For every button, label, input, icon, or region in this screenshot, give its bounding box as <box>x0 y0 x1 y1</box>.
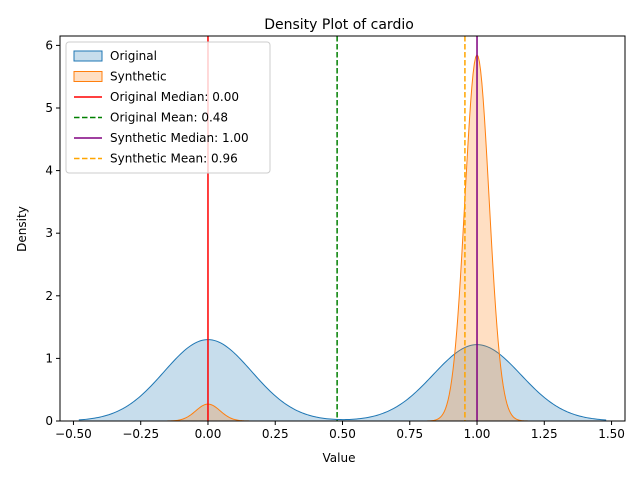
y-tick-label: 2 <box>45 289 53 303</box>
x-axis-label: Value <box>323 451 356 465</box>
x-tick-label: 1.00 <box>464 427 491 441</box>
legend-label: Original Mean: 0.48 <box>110 111 228 125</box>
legend-label: Synthetic Mean: 0.96 <box>110 152 238 166</box>
legend-swatch <box>73 71 103 82</box>
y-tick-label: 0 <box>45 414 53 428</box>
y-tick-label: 5 <box>45 101 53 115</box>
y-tick-label: 3 <box>45 226 53 240</box>
density-area-synthetic <box>154 54 531 421</box>
x-tick-label: 0.75 <box>396 427 423 441</box>
x-tick-label: 0.00 <box>195 427 222 441</box>
y-tick-label: 6 <box>45 38 53 52</box>
y-axis: 0 1 2 3 4 5 6 <box>45 38 60 428</box>
chart-title: Density Plot of cardio <box>264 17 414 33</box>
legend-swatch <box>73 50 103 62</box>
legend-label: Synthetic <box>110 70 167 84</box>
plot-area <box>78 36 607 422</box>
x-tick-label: −0.25 <box>122 427 159 441</box>
x-tick-label: 0.25 <box>262 427 289 441</box>
y-tick-label: 4 <box>45 164 53 178</box>
density-area-original <box>78 339 607 421</box>
y-tick-label: 1 <box>45 351 53 365</box>
density-line-original <box>78 339 607 421</box>
x-tick-label: 0.50 <box>329 427 356 441</box>
x-tick-label: 1.25 <box>531 427 558 441</box>
y-axis-label: Density <box>15 206 29 252</box>
legend-label: Synthetic Median: 1.00 <box>110 131 249 145</box>
legend: Original Synthetic Original Median: 0.00 Or… <box>65 41 271 174</box>
legend-label: Original Median: 0.00 <box>110 90 239 104</box>
x-axis: −0.50 −0.25 0.00 0.25 0.50 0.75 1.00 1.25 1.50 <box>55 421 625 441</box>
legend-label: Original <box>110 49 157 63</box>
x-tick-label: 1.50 <box>598 427 625 441</box>
x-tick-label: −0.50 <box>55 427 92 441</box>
legend-box <box>65 41 271 174</box>
